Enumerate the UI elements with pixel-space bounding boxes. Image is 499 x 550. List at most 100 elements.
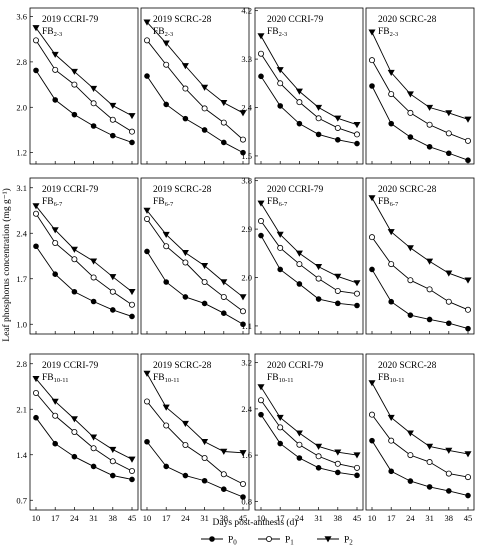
data-point-p1 (128, 128, 135, 135)
data-point-p2 (387, 414, 395, 421)
data-point-p0 (407, 134, 414, 140)
panel-frame (29, 7, 139, 165)
legend-label: P2 (344, 536, 353, 547)
data-point-p2 (464, 116, 472, 123)
x-tick-label: 31 (200, 513, 209, 523)
data-point-p1 (143, 398, 150, 405)
series-line-p0 (260, 414, 358, 476)
data-point-p1 (182, 441, 189, 448)
series-line-p2 (35, 27, 133, 117)
series-line-p1 (146, 40, 244, 140)
data-point-p0 (182, 115, 189, 122)
data-point-p1 (368, 411, 375, 418)
data-point-p2 (51, 51, 59, 58)
panel-stage-label: FB6-7 (378, 197, 399, 208)
data-point-p0 (388, 120, 395, 127)
y-axis-label: Leaf phosphorus concentration (mg g⁻¹) (1, 188, 12, 341)
series-line-p2 (371, 382, 469, 455)
legend-label: P1 (285, 536, 294, 547)
data-point-p2 (220, 100, 228, 107)
data-point-p1 (334, 124, 341, 131)
data-point-p2 (426, 443, 434, 450)
data-point-p0 (369, 437, 375, 444)
data-point-p1 (90, 274, 97, 281)
panel-title: 2020 SCRC-28 (378, 15, 437, 25)
y-tick-label: 0.7 (16, 495, 27, 505)
series-line-p0 (260, 76, 358, 145)
data-point-p1 (407, 277, 414, 284)
data-point-p0 (277, 103, 284, 109)
x-tick-label: 10 (32, 513, 41, 523)
data-point-p1 (143, 37, 150, 44)
data-point-p0 (407, 312, 414, 318)
series-line-p2 (35, 378, 133, 460)
series-line-p2 (260, 386, 358, 456)
data-point-p1 (220, 119, 227, 126)
data-point-p0 (144, 248, 150, 255)
data-point-p0 (52, 440, 58, 447)
data-point-p1 (109, 288, 116, 295)
data-point-p1 (277, 424, 284, 431)
x-tick-label: 10 (368, 513, 377, 523)
chart-panel: 1.1 2.0 2.9 3.8 2020 CCRI-79 FB6-7 (241, 176, 364, 335)
data-point-p2 (257, 33, 265, 40)
data-point-p0 (240, 149, 246, 156)
series-line-p1 (371, 59, 469, 142)
data-point-p0 (315, 465, 322, 471)
data-point-p1 (201, 454, 208, 461)
data-point-p2 (220, 448, 228, 455)
panel-title: 2020 CCRI-79 (267, 15, 323, 25)
data-point-p2 (70, 68, 78, 75)
data-point-p0 (52, 97, 58, 103)
data-point-p0 (277, 440, 284, 447)
chart-panel: 10 17 24 31 38 45 2020 SCRC-28 FB10-11 (365, 353, 475, 523)
data-point-p2 (201, 439, 209, 446)
data-point-p0 (426, 143, 433, 150)
data-point-p1 (52, 66, 59, 73)
data-point-p1 (33, 37, 40, 44)
series-line-p1 (260, 399, 358, 469)
data-point-p0 (445, 488, 452, 494)
series-line-p1 (371, 236, 469, 311)
y-tick-label: 2.0 (241, 273, 252, 283)
data-point-p0 (33, 67, 39, 74)
panel-frame (254, 177, 364, 335)
x-tick-label: 17 (276, 513, 285, 523)
data-point-p2 (315, 104, 323, 111)
panel-title: 2020 CCRI-79 (267, 361, 323, 371)
chart-panel: 2020 SCRC-28 FB6-7 (365, 177, 475, 335)
panel-stage-label: FB6-7 (42, 197, 63, 208)
data-point-p2 (406, 245, 414, 252)
y-tick-label: 1.4 (16, 450, 27, 460)
data-point-p0 (369, 83, 375, 89)
chart-panel: 1.5 2.4 3.3 4.2 2020 CCRI-79 FB2-3 (241, 6, 364, 165)
data-point-p2 (128, 113, 136, 120)
series-line-p2 (260, 35, 358, 126)
series-line-p0 (260, 235, 358, 306)
data-point-p2 (445, 270, 453, 277)
data-point-p0 (240, 321, 246, 328)
data-point-p1 (257, 397, 264, 404)
panel-title: 2019 SCRC-28 (153, 15, 212, 25)
chart-panel: 10 17 24 31 38 45 0.8 1.6 2.4 3.2 2020 CCRI-79 FB10… (241, 353, 364, 523)
x-tick-label: 45 (128, 513, 137, 523)
data-point-p0 (258, 411, 264, 418)
y-tick-label: 2.8 (16, 57, 27, 67)
panel-title: 2020 SCRC-28 (378, 361, 437, 371)
series-line-p2 (146, 21, 244, 114)
series-line-p0 (371, 269, 469, 330)
data-point-p1 (277, 80, 284, 87)
series-line-p0 (35, 70, 133, 143)
panel-frame (365, 177, 475, 335)
data-point-p0 (426, 484, 433, 490)
y-tick-label: 2.8 (16, 359, 27, 369)
x-tick-label: 24 (295, 513, 304, 523)
data-point-p2 (239, 450, 247, 457)
data-point-p2 (464, 277, 472, 284)
series-line-p0 (146, 251, 244, 325)
data-point-p1 (109, 458, 116, 465)
data-point-p0 (426, 316, 433, 323)
data-point-p1 (464, 306, 471, 313)
data-point-p2 (239, 110, 247, 117)
data-point-p2 (276, 414, 284, 421)
